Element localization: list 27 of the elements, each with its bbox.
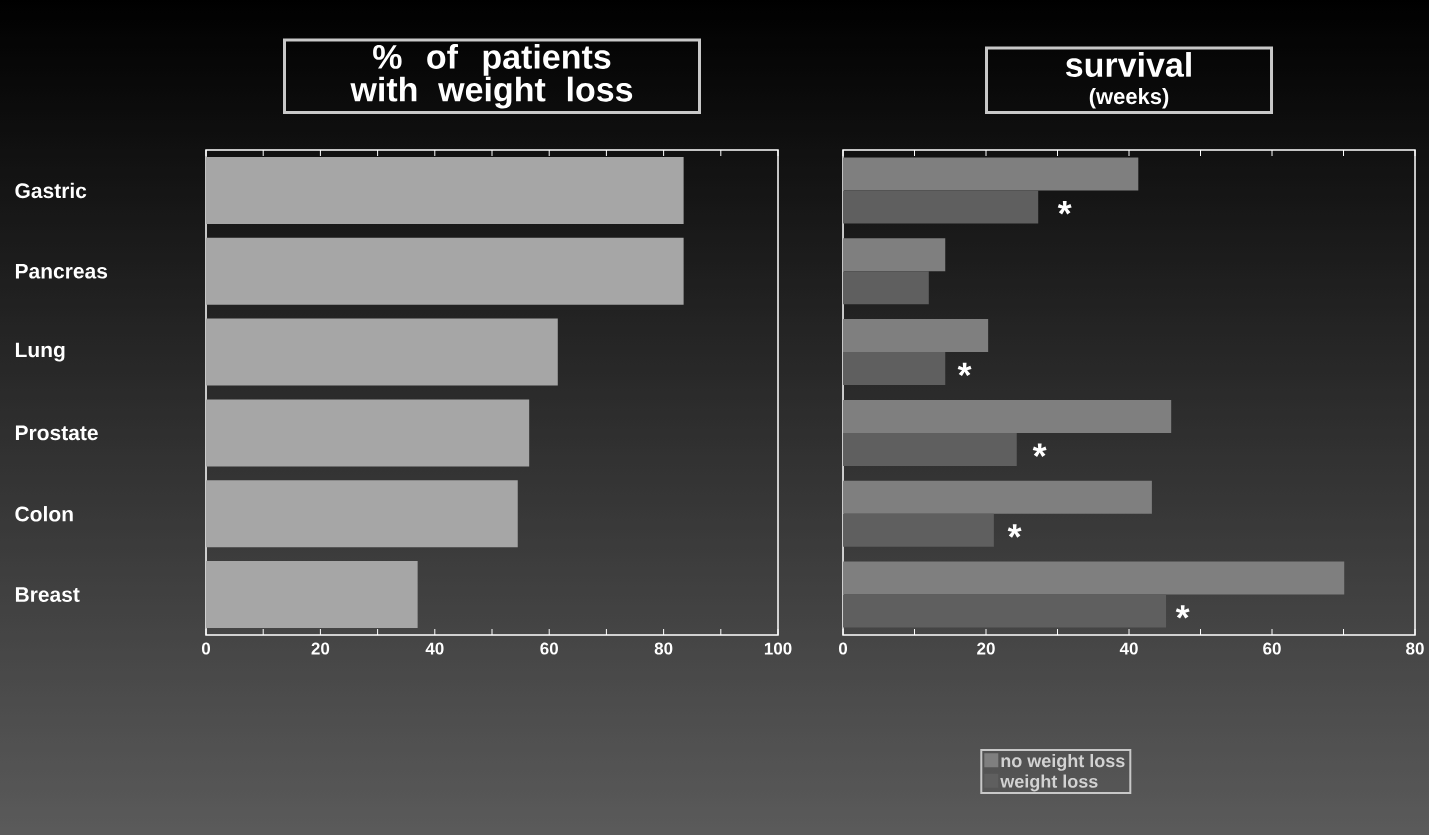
x-tick-label: 0 (838, 642, 848, 655)
x-tick-label: 0 (201, 642, 211, 655)
y-tick-label: Prostate (15, 425, 98, 441)
legend-label: no weight loss (1001, 753, 1125, 771)
y-tick-label: Gastric (15, 182, 87, 199)
x-tick-label: 60 (1263, 642, 1281, 655)
x-tick-label: 40 (1119, 642, 1138, 655)
legend-label: weight loss (1000, 774, 1098, 792)
x-tick-label: 40 (425, 642, 444, 655)
x-tick-label: 100 (764, 642, 792, 655)
x-tick-label: 80 (1406, 642, 1424, 655)
annotation: * (1175, 605, 1190, 619)
x-tick-label: 60 (540, 642, 558, 655)
annotation: * (1007, 524, 1022, 538)
annotation: * (957, 362, 972, 377)
y-tick-label: Pancreas (15, 263, 108, 279)
y-tick-label: Breast (15, 587, 80, 602)
y-tick-label: Lung (15, 342, 65, 362)
annotation: * (1057, 201, 1072, 215)
y-tick-label: Colon (15, 506, 73, 522)
annotation: * (1032, 443, 1047, 457)
chart-subtitle: (weeks) (1089, 87, 1169, 109)
x-tick-label: 20 (977, 642, 995, 655)
x-tick-label: 80 (654, 642, 673, 655)
x-tick-label: 20 (311, 642, 330, 655)
chart-title: % of patients with weight loss (350, 43, 633, 109)
chart-title: survival (1065, 52, 1191, 77)
